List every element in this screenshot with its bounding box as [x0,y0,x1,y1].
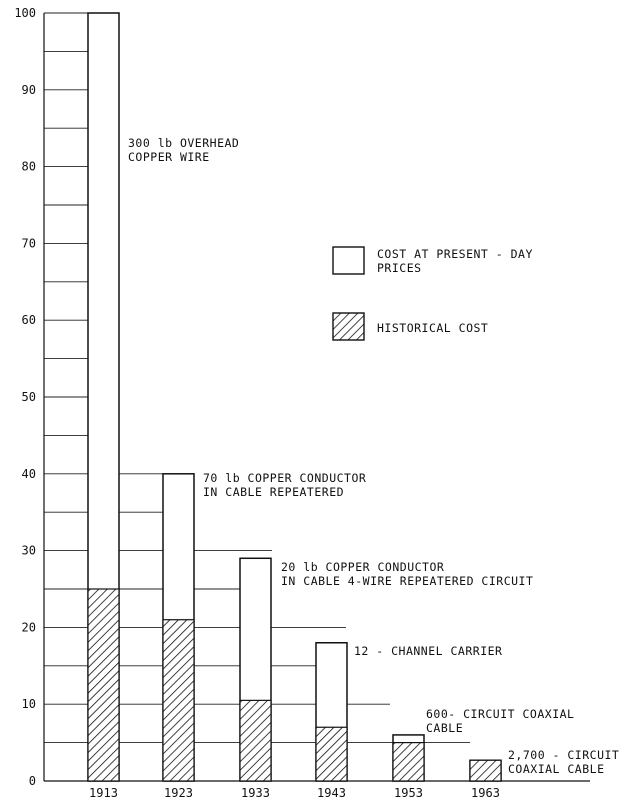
annotation-1933-line-1: 20 lb COPPER CONDUCTOR [281,560,444,574]
bar-historical-1913 [87,588,120,782]
bars [87,12,502,782]
bar-historical-1953 [392,741,425,782]
legend-label-present-day-line-1: COST AT PRESENT - DAY [377,247,533,261]
annotation-1953-line-1: 600- CIRCUIT COAXIAL [426,707,574,721]
y-tick-label-0: 0 [29,774,36,788]
legend-label-present-day-line-2: PRICES [377,261,422,275]
annotation-1963-line-2: COAXIAL CABLE [508,762,605,776]
y-tick-label-40: 40 [22,467,36,481]
annotation-1923-line-2: IN CABLE REPEATERED [203,485,344,499]
legend-swatch-historical [332,312,365,341]
y-tick-label-80: 80 [22,160,36,174]
annotation-1953-line-2: CABLE [426,721,463,735]
x-tick-label-1933: 1933 [241,786,270,800]
x-tick-label-1953: 1953 [394,786,423,800]
y-tick-label-100: 100 [14,6,36,20]
y-tick-label-20: 20 [22,620,36,634]
annotation-1933-line-2: IN CABLE 4-WIRE REPEATERED CIRCUIT [281,574,533,588]
annotation-1923-line-1: 70 lb COPPER CONDUCTOR [203,471,366,485]
bar-historical-1923 [162,619,195,782]
annotation-1913-line-2: COPPER WIRE [128,150,210,164]
y-tick-label-60: 60 [22,313,36,327]
annotation-1913-line-1: 300 lb OVERHEAD [128,136,239,150]
x-tick-label-1923: 1923 [164,786,193,800]
legend-swatch-present-day [332,246,365,275]
x-tick-label-1913: 1913 [89,786,118,800]
labels: 0 10 20 30 40 50 60 70 80 90 100 1913 1923 1933 1943 19… [14,6,619,800]
bar-historical-1943 [315,726,348,782]
y-tick-label-90: 90 [22,83,36,97]
y-tick-label-70: 70 [22,236,36,250]
x-tick-label-1943: 1943 [317,786,346,800]
legend-label-historical-line-1: HISTORICAL COST [377,321,488,335]
y-tick-label-30: 30 [22,544,36,558]
x-tick-label-1963: 1963 [471,786,500,800]
annotation-1943-line-1: 12 - CHANNEL CARRIER [354,644,502,658]
y-tick-label-10: 10 [22,697,36,711]
y-tick-label-50: 50 [22,390,36,404]
annotation-1963-line-1: 2,700 - CIRCUIT [508,748,619,762]
bar-historical-1933 [239,699,272,782]
bar-historical-1963 [469,759,502,782]
